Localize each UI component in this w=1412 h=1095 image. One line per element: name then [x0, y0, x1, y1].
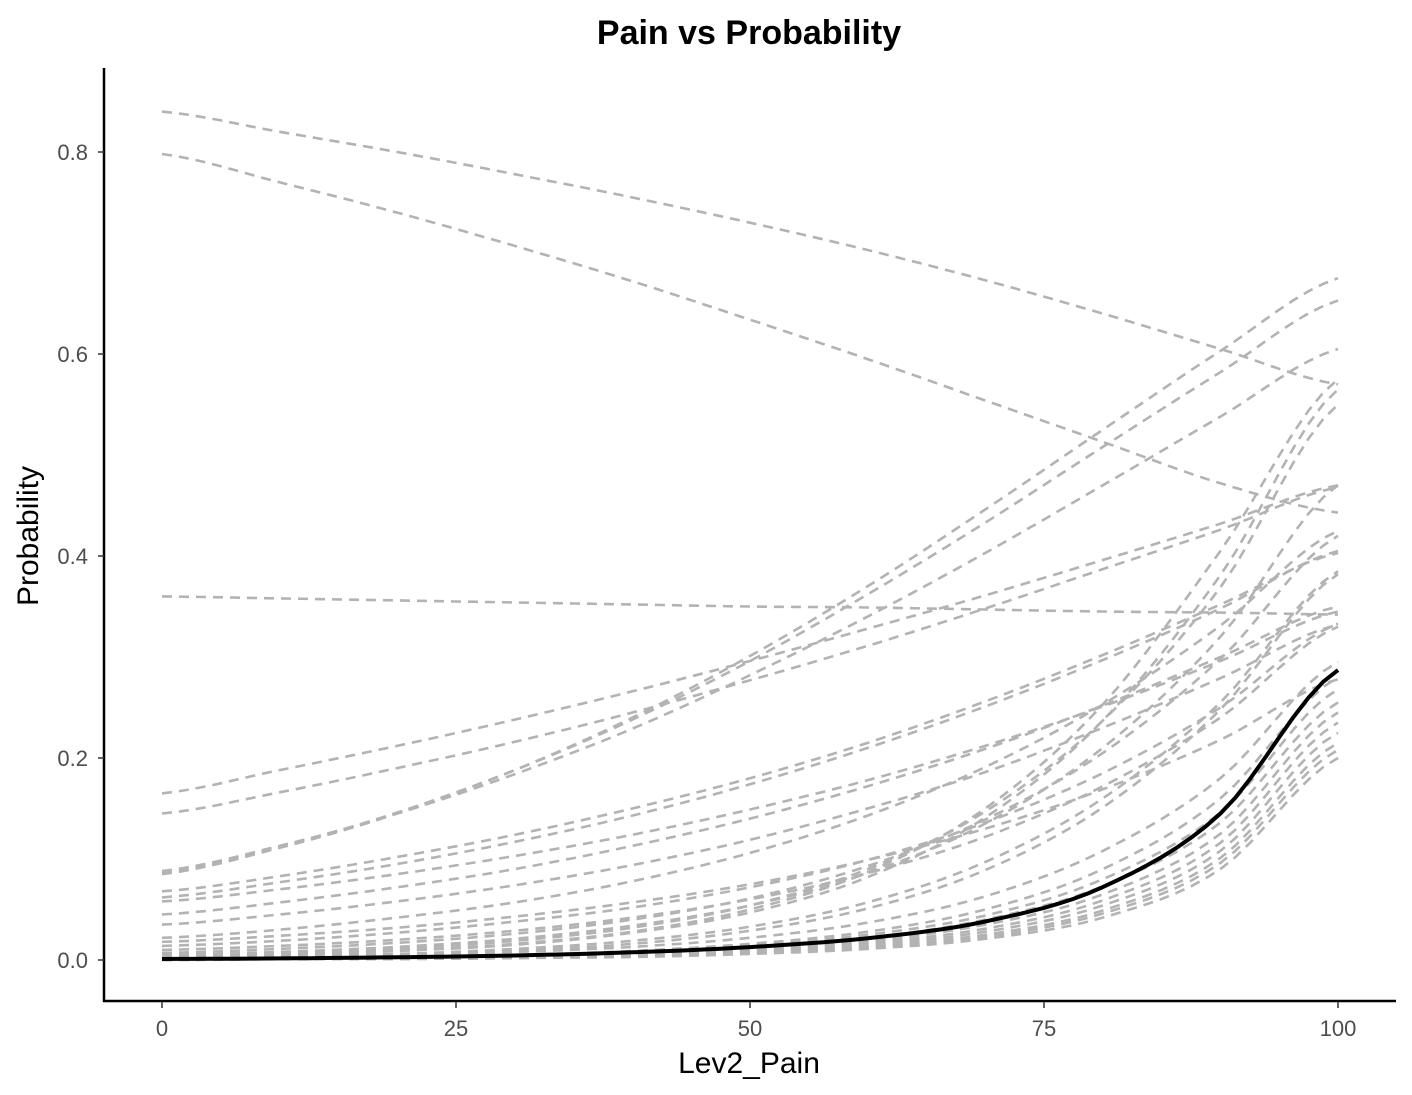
series-layer [161, 110, 1339, 962]
series-line-29 [162, 711, 1339, 961]
series-line-14 [161, 529, 1339, 940]
y-axis-label: Probability [12, 466, 45, 606]
x-tick-label: 0 [156, 1016, 168, 1041]
series-line-19 [161, 484, 1339, 957]
x-axis-label: Lev2_Pain [678, 1047, 820, 1080]
y-axis-ticks: 0.0 0.2 0.4 0.6 0.8 [57, 140, 104, 973]
series-line-8 [161, 486, 1339, 815]
series-line-16 [161, 622, 1339, 948]
series-line-25 [161, 660, 1339, 960]
series-line-12 [161, 605, 1339, 916]
series-line-10 [161, 549, 1339, 899]
series-line-32 [161, 741, 1339, 962]
series-line-1 [161, 110, 1339, 386]
y-tick-label: 0.6 [57, 342, 88, 367]
series-line-2 [161, 152, 1339, 514]
chart-title: Pain vs Probability [597, 14, 901, 52]
series-line-6 [161, 276, 1339, 876]
x-tick-label: 75 [1032, 1016, 1056, 1041]
series-line-20 [161, 403, 1339, 958]
series-line-4 [161, 347, 1339, 873]
series-line-27 [161, 688, 1339, 961]
x-tick-label: 100 [1320, 1016, 1357, 1041]
y-tick-label: 0.4 [57, 544, 88, 569]
y-tick-label: 0.2 [57, 746, 88, 771]
series-line-13 [161, 623, 1339, 926]
highlight-series-line [161, 668, 1340, 961]
series-line-28 [161, 701, 1339, 961]
series-line-11 [161, 610, 1339, 903]
series-line-22 [161, 388, 1339, 959]
x-tick-label: 25 [444, 1016, 468, 1041]
series-line-9 [161, 551, 1339, 893]
y-tick-label: 0.8 [57, 140, 88, 165]
series-line-5 [161, 299, 1339, 875]
y-tick-label: 0.0 [57, 948, 88, 973]
series-line-7 [161, 484, 1339, 795]
series-line-17 [161, 625, 1339, 952]
series-line-15 [161, 677, 1339, 944]
highlight-layer [161, 668, 1340, 961]
series-line-3 [161, 595, 1339, 616]
x-axis-ticks: 0 25 50 75 100 [156, 1002, 1356, 1041]
x-tick-label: 50 [738, 1016, 762, 1041]
series-line-18 [161, 534, 1339, 955]
